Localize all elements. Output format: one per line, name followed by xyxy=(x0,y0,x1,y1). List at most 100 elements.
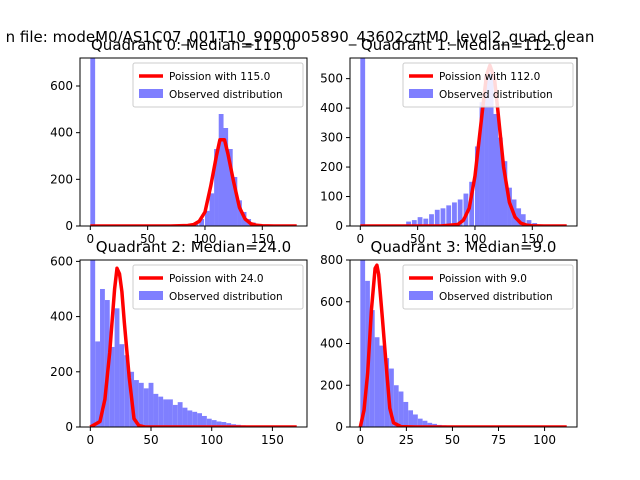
histogram-bar xyxy=(384,358,390,427)
histogram-bar xyxy=(227,149,233,226)
subplot-1: 0 50 100 150 0 100 200 300 400 500 Quadrant 1: Med… xyxy=(320,36,578,246)
poisson-curve xyxy=(358,263,567,427)
histogram-bar xyxy=(423,218,429,226)
legend-label-poisson: Poission with 112.0 xyxy=(439,71,540,83)
histogram-bar xyxy=(360,260,366,427)
y-tick-label: 100 xyxy=(320,190,343,204)
histogram-bar xyxy=(90,260,96,427)
histogram-bar xyxy=(493,114,499,226)
legend-label-poisson: Poission with 115.0 xyxy=(169,71,270,83)
histogram-bar xyxy=(204,210,210,226)
poisson-curve xyxy=(90,137,297,226)
x-tick-label: 0 xyxy=(86,433,94,447)
histogram-bar xyxy=(484,75,489,226)
x-tick-label: 0 xyxy=(356,232,364,246)
histogram-bar xyxy=(417,217,423,226)
y-tick-label: 0 xyxy=(65,219,73,233)
y-tick-label: 0 xyxy=(335,219,343,233)
histogram-bar xyxy=(408,410,414,427)
histogram-bar xyxy=(114,308,120,427)
x-tick-label: 100 xyxy=(464,232,487,246)
x-tick-label: 50 xyxy=(445,433,460,447)
histogram-bar xyxy=(389,368,394,427)
y-tick-label: 500 xyxy=(320,72,343,86)
histogram-bar xyxy=(209,193,215,226)
legend-box xyxy=(132,264,304,310)
histogram-bar xyxy=(119,344,125,427)
x-tick-label: 0 xyxy=(356,433,364,447)
histogram-bar xyxy=(379,345,385,427)
histogram-bar xyxy=(474,146,480,226)
histogram-bar xyxy=(90,58,96,226)
histogram-bar xyxy=(457,199,463,226)
subplots: 0 50 100 150 0 200 400 600 Quadrant 0: Median=11… xyxy=(50,36,578,447)
figure-suptitle: n file: modeM0/AS1C07_001T10_9000005890_… xyxy=(6,28,595,47)
histogram-bar xyxy=(479,102,485,226)
histogram-bar xyxy=(100,288,105,427)
histogram-bar xyxy=(422,420,428,427)
plot-area xyxy=(90,58,297,226)
histogram-bar xyxy=(223,128,229,226)
histogram-bar xyxy=(172,404,178,427)
x-tick-label: 150 xyxy=(251,232,274,246)
x-tick-label: 150 xyxy=(521,232,544,246)
histogram-bar xyxy=(497,137,503,226)
legend-label-observed: Observed distribution xyxy=(169,89,283,101)
y-tick-label: 0 xyxy=(335,420,343,434)
histogram-bar xyxy=(398,391,404,427)
y-tick-label: 600 xyxy=(50,79,73,93)
legend-bar-swatch xyxy=(139,291,163,300)
legend-box xyxy=(132,62,304,108)
histogram-bar xyxy=(187,410,193,427)
histogram-bar xyxy=(434,209,440,226)
y-tick-label: 800 xyxy=(320,253,343,267)
histogram-bar xyxy=(95,341,101,427)
histogram-bar xyxy=(148,382,154,427)
y-tick-label: 400 xyxy=(320,101,343,115)
legend-box xyxy=(402,264,574,310)
histogram-bar xyxy=(177,402,183,427)
histogram-bar xyxy=(502,161,508,226)
histogram-bar xyxy=(452,202,457,226)
histogram-bar xyxy=(197,413,202,427)
axes-frame xyxy=(79,259,308,428)
histogram-bar xyxy=(413,414,418,427)
histogram-bar xyxy=(429,214,434,226)
axes-frame xyxy=(349,57,578,227)
y-tick-label: 400 xyxy=(320,337,343,351)
poisson-curve xyxy=(89,266,297,427)
histogram-bar xyxy=(218,114,224,226)
y-tick-label: 0 xyxy=(65,420,73,434)
histogram-bar xyxy=(417,418,423,427)
y-tick-label: 600 xyxy=(320,295,343,309)
histogram-bar xyxy=(406,221,411,226)
histogram-bar xyxy=(226,423,232,427)
x-tick-label: 100 xyxy=(533,433,556,447)
histogram-bar xyxy=(109,346,115,427)
histogram-bar xyxy=(520,214,526,226)
y-tick-label: 400 xyxy=(50,126,73,140)
histogram-bar xyxy=(488,72,494,226)
histogram-bar xyxy=(214,149,219,226)
histogram-bar xyxy=(393,385,399,427)
legend-label-observed: Observed distribution xyxy=(439,89,553,101)
histogram-bar xyxy=(216,421,222,427)
histogram-bar xyxy=(463,193,469,226)
legend-bar-swatch xyxy=(409,89,433,98)
y-tick-label: 200 xyxy=(50,172,73,186)
subplot-0: 0 50 100 150 0 200 400 600 Quadrant 0: Median=11… xyxy=(50,36,308,246)
x-tick-label: 150 xyxy=(261,433,284,447)
histogram-bar xyxy=(124,355,130,427)
subplot-title: Quadrant 2: Median=24.0 xyxy=(96,238,291,256)
histogram-bar xyxy=(237,200,242,226)
x-tick-label: 0 xyxy=(86,232,94,246)
histogram-bar xyxy=(374,337,380,427)
y-tick-label: 200 xyxy=(320,160,343,174)
subplot-3: 0 25 50 75 100 0 200 400 600 800 Quadrant 3: Media… xyxy=(320,238,578,447)
legend-bar-swatch xyxy=(409,291,433,300)
histogram-bar xyxy=(369,310,375,427)
histogram-bar xyxy=(199,219,205,226)
histogram-bar xyxy=(138,382,144,427)
x-tick-label: 50 xyxy=(140,232,155,246)
